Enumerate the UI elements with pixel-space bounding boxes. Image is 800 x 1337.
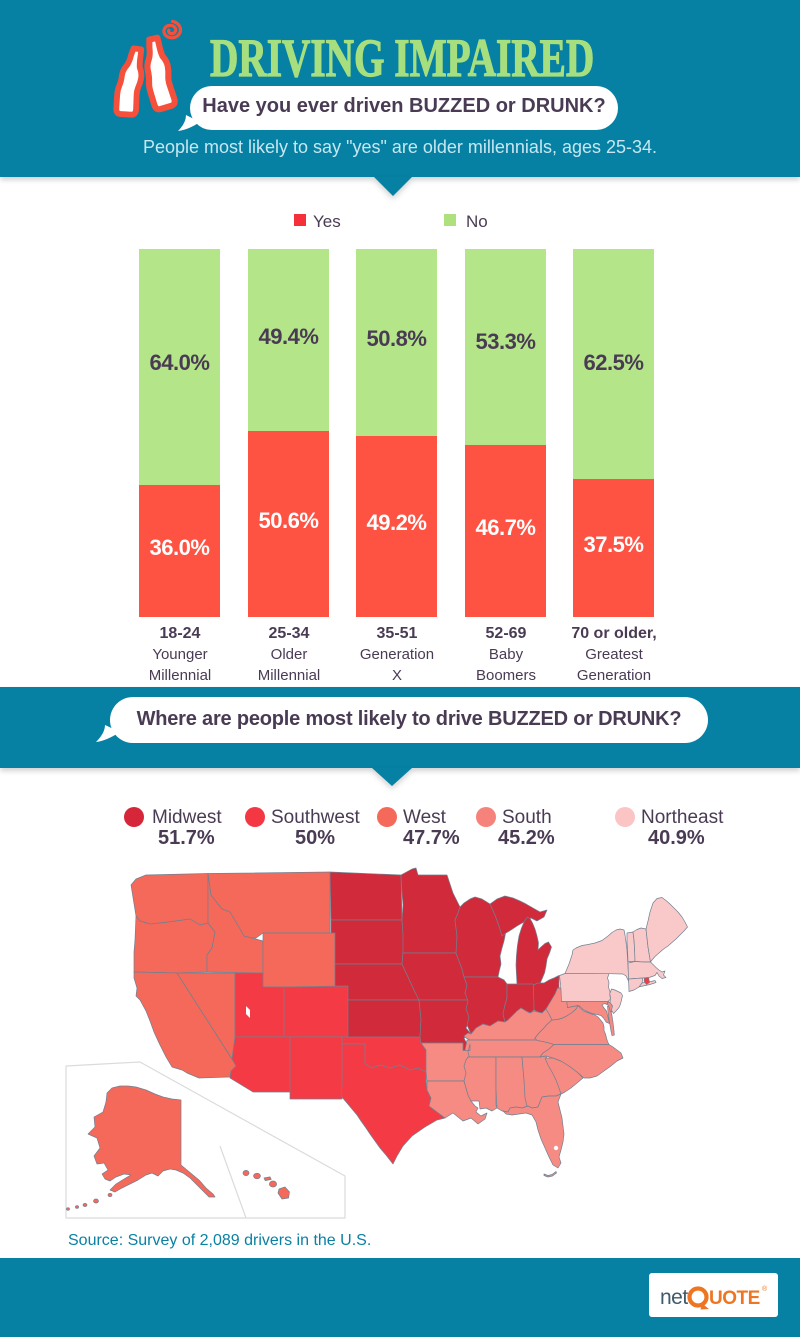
svg-text:net: net bbox=[660, 1286, 688, 1309]
svg-text:®: ® bbox=[762, 1285, 768, 1293]
svg-text:UOTE: UOTE bbox=[709, 1288, 760, 1309]
